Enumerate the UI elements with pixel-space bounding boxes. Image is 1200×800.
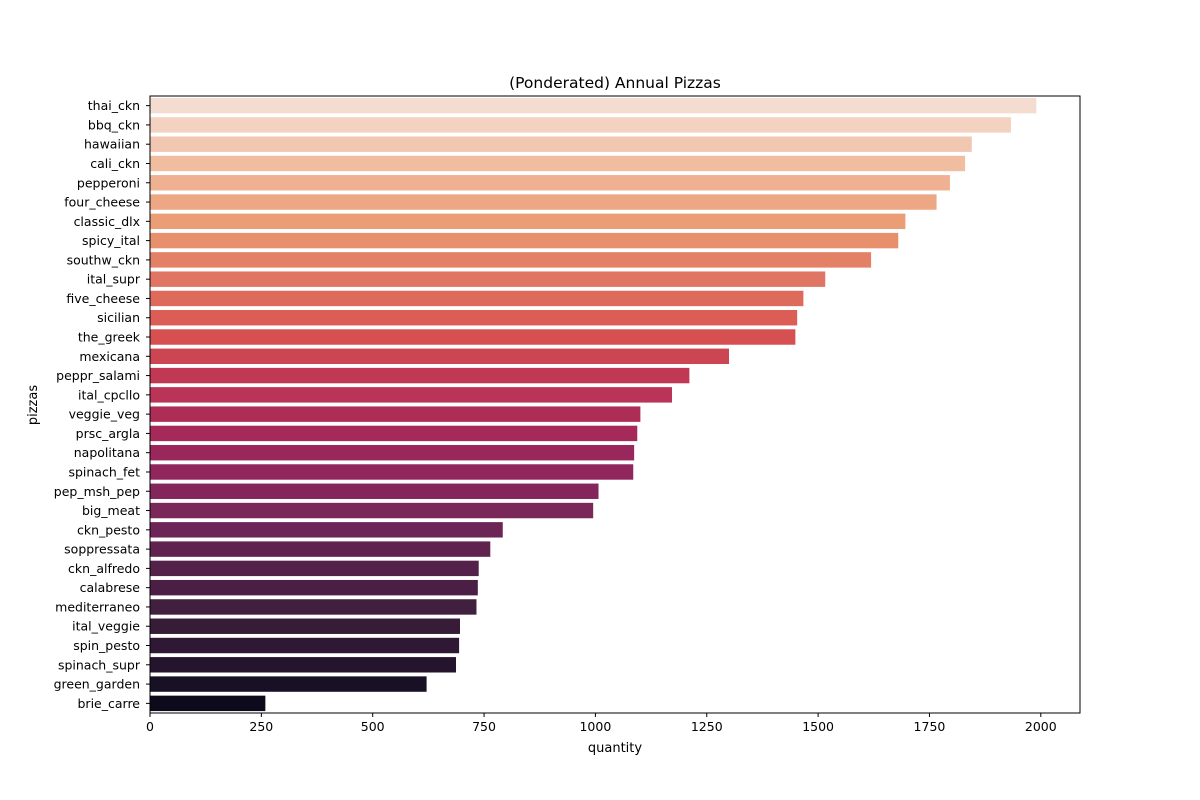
- x-tick-label: 1000: [579, 719, 611, 734]
- y-tick-label: mexicana: [79, 349, 140, 364]
- bar-bbq_ckn: [150, 117, 1011, 133]
- x-tick-label: 2000: [1025, 719, 1057, 734]
- bar-five_cheese: [150, 290, 804, 307]
- bar-big_meat: [150, 502, 594, 519]
- bar-prsc_argla: [150, 425, 638, 442]
- x-tick-label: 1250: [691, 719, 723, 734]
- y-tick-label: four_cheese: [64, 195, 140, 210]
- y-tick-label: veggie_veg: [69, 407, 140, 422]
- y-tick-label: bbq_ckn: [88, 117, 140, 132]
- bar-spin_pesto: [150, 637, 460, 654]
- plot-frame: [149, 95, 1081, 714]
- bar-hawaiian: [150, 136, 972, 152]
- y-tick-label: big_meat: [82, 503, 140, 518]
- bar-the_greek: [150, 329, 796, 345]
- y-tick-label: sicilian: [97, 310, 140, 325]
- y-tick-label: five_cheese: [66, 291, 140, 306]
- bar-ital_supr: [150, 271, 826, 287]
- x-tick-label: 1750: [914, 719, 946, 734]
- y-tick-label: cali_ckn: [90, 156, 140, 171]
- y-tick-label: ital_veggie: [72, 619, 140, 634]
- y-tick-label: hawaiian: [84, 137, 140, 152]
- x-tick-label: 0: [146, 719, 154, 734]
- y-tick-label: spin_pesto: [73, 638, 140, 653]
- chart-title: (Ponderated) Annual Pizzas: [509, 74, 721, 92]
- y-tick-label: classic_dlx: [74, 214, 140, 229]
- y-tick-label: prsc_argla: [76, 426, 140, 441]
- y-tick-label: green_garden: [54, 677, 140, 692]
- y-tick-label: mediterraneo: [55, 599, 140, 614]
- y-tick-label: ckn_alfredo: [68, 561, 140, 576]
- x-tick-label: 750: [472, 719, 496, 734]
- y-tick-label: pep_msh_pep: [54, 484, 140, 499]
- bar-spinach_supr: [150, 657, 456, 673]
- bar-peppr_salami: [150, 367, 690, 384]
- bar-calabrese: [150, 579, 478, 596]
- y-tick-label: ital_supr: [87, 272, 141, 287]
- bar-ital_cpcllo: [150, 387, 673, 403]
- y-tick-label: spinach_fet: [68, 464, 140, 479]
- y-tick-label: ital_cpcllo: [78, 387, 140, 402]
- y-tick-label: pepperoni: [77, 175, 140, 190]
- bar-soppressata: [150, 541, 491, 557]
- bars-group: [150, 97, 1037, 712]
- bar-spinach_fet: [150, 464, 634, 480]
- x-tick-label: 250: [249, 719, 273, 734]
- x-tick-label: 1500: [802, 719, 834, 734]
- y-tick-label: southw_ckn: [67, 252, 140, 267]
- y-tick-label: napolitana: [74, 445, 140, 460]
- y-tick-label: ckn_pesto: [77, 522, 140, 537]
- y-tick-label: soppressata: [64, 542, 140, 557]
- bar-thai_ckn: [150, 97, 1037, 114]
- y-axis-title: pizzas: [26, 385, 41, 425]
- bar-mexicana: [150, 348, 730, 365]
- bar-mediterraneo: [150, 599, 477, 615]
- bar-cali_ckn: [150, 155, 966, 172]
- bar-pep_msh_pep: [150, 483, 599, 499]
- bar-ckn_pesto: [150, 522, 503, 538]
- bar-green_garden: [150, 676, 427, 692]
- y-tick-group: thai_ckn bbq_ckn hawaiian cali_ckn pepperoni…: [54, 98, 150, 711]
- bar-brie_carre: [150, 695, 266, 712]
- y-tick-label: calabrese: [80, 580, 141, 595]
- bar-ckn_alfredo: [150, 560, 479, 577]
- bar-sicilian: [150, 310, 798, 326]
- y-tick-label: spicy_ital: [82, 233, 140, 248]
- bar-spicy_ital: [150, 232, 899, 249]
- y-tick-label: thai_ckn: [88, 98, 140, 113]
- bar-veggie_veg: [150, 406, 641, 422]
- bar-classic_dlx: [150, 213, 906, 230]
- y-tick-label: brie_carre: [78, 696, 141, 711]
- y-tick-label: the_greek: [78, 330, 141, 345]
- x-tick-group: 0 250 500 750 1000 1250 1500 1750 2000: [146, 713, 1057, 734]
- y-tick-label: spinach_supr: [58, 657, 141, 672]
- bar-ital_veggie: [150, 618, 460, 634]
- x-tick-label: 500: [361, 719, 385, 734]
- bar-southw_ckn: [150, 252, 872, 268]
- bar-pepperoni: [150, 175, 950, 191]
- x-axis-title: quantity: [588, 741, 643, 756]
- y-tick-label: peppr_salami: [56, 368, 140, 383]
- bar-four_cheese: [150, 194, 937, 210]
- bar-napolitana: [150, 444, 635, 461]
